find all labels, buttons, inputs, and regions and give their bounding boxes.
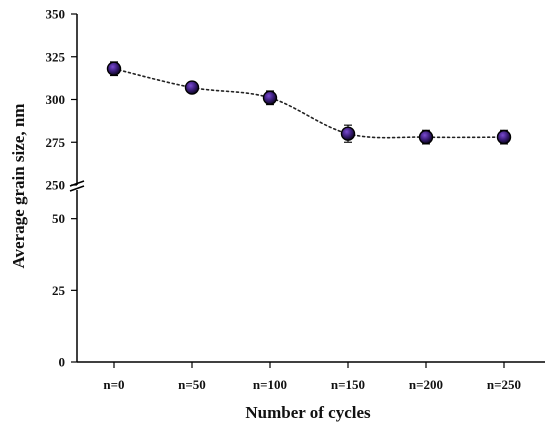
x-tick-label: n=50 <box>178 377 206 392</box>
x-tick-label: n=0 <box>103 377 124 392</box>
data-point <box>340 124 356 143</box>
x-tick-label: n=100 <box>253 377 287 392</box>
x-tick-label: n=150 <box>331 377 365 392</box>
y-tick-label: 250 <box>46 178 66 193</box>
series-line-layer <box>113 67 505 139</box>
series-line <box>113 67 505 139</box>
data-marker <box>496 129 512 145</box>
data-marker <box>262 90 278 105</box>
y-tick-label: 300 <box>46 92 66 107</box>
data-points-layer <box>106 61 512 145</box>
y-tick-label: 50 <box>52 211 65 226</box>
data-point <box>496 129 512 145</box>
data-marker <box>106 61 122 76</box>
tick-layer: 0 25 50 250 275 300 325 350 n=0 n=50 n=100 n=150 n=2… <box>46 7 522 393</box>
y-tick-label: 25 <box>52 283 66 298</box>
data-point <box>184 80 200 95</box>
x-axis-title: Number of cycles <box>245 403 371 422</box>
x-tick-label: n=250 <box>487 377 521 392</box>
y-tick-label: 275 <box>46 135 66 150</box>
data-marker <box>340 126 356 141</box>
y-tick-label: 0 <box>59 355 66 370</box>
y-axis-title: Average grain size, nm <box>9 104 28 269</box>
x-tick-label: n=200 <box>409 377 443 392</box>
data-point <box>418 129 434 145</box>
data-marker <box>418 129 434 145</box>
data-point <box>106 61 122 77</box>
data-point <box>262 90 278 106</box>
y-tick-label: 350 <box>46 7 66 22</box>
y-tick-label: 325 <box>46 49 66 64</box>
data-marker <box>184 80 200 95</box>
